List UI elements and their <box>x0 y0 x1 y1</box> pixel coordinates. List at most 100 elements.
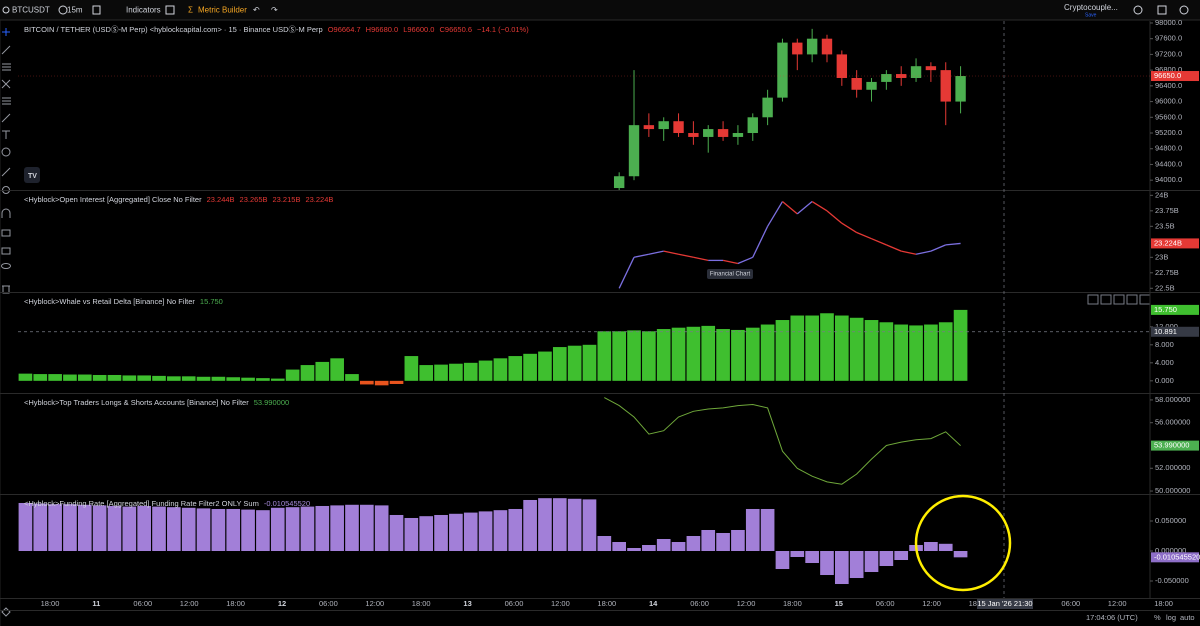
undo[interactable]: ↶ <box>253 6 260 15</box>
x-tick-label: 12:00 <box>551 599 570 608</box>
histogram-bar <box>760 508 775 552</box>
y-tick-label: 0.000 <box>1155 376 1174 385</box>
candle-body <box>940 70 951 102</box>
histogram-bar <box>449 513 463 552</box>
settings-icon[interactable] <box>1133 5 1143 15</box>
x-tick-label: 18:00 <box>41 599 60 608</box>
maximize-pane[interactable] <box>1126 294 1138 305</box>
histogram-bar <box>478 360 493 381</box>
ruler-tool[interactable] <box>1 167 11 177</box>
visibility-tool[interactable] <box>1 263 11 269</box>
line-segment <box>693 256 709 262</box>
line-segment <box>782 201 798 215</box>
sigma-icon[interactable]: Σ <box>188 6 193 15</box>
histogram-bar <box>256 378 270 381</box>
candle-body <box>910 66 922 78</box>
histogram-bar <box>211 376 226 381</box>
legend-title: <Hyblock>Open Interest [Aggregated] Clos… <box>24 195 202 204</box>
histogram-bar <box>152 506 166 552</box>
crosshair-tool[interactable] <box>2 28 10 36</box>
bar-type-icon[interactable] <box>92 5 101 15</box>
y-tick-label: 0.000000 <box>1155 546 1186 555</box>
histogram-bar <box>18 373 33 381</box>
candle-body <box>836 54 848 78</box>
candle-body <box>747 117 758 134</box>
y-tick-label: 98000.0 <box>1155 18 1182 27</box>
brush-tool[interactable] <box>1 113 11 123</box>
auto-toggle[interactable]: auto <box>1180 613 1195 622</box>
candle-body <box>821 38 833 55</box>
histogram-bar <box>256 510 270 552</box>
text-tool[interactable] <box>2 130 10 139</box>
line-segment <box>767 201 784 227</box>
histogram-bar <box>879 322 894 381</box>
percent-toggle[interactable]: % <box>1154 613 1161 622</box>
histogram-bar <box>805 551 819 564</box>
x-tick-label: 12:00 <box>365 599 384 608</box>
histogram-bar <box>419 365 434 381</box>
y-tick-label: 4.000 <box>1155 358 1174 367</box>
indicators[interactable]: Indicators <box>126 6 161 15</box>
legend-value: 23.265B <box>240 195 268 204</box>
histogram-bar <box>137 505 151 552</box>
projection-tool[interactable] <box>2 97 11 105</box>
x-tick-label: 18:00 <box>597 599 616 608</box>
magnet-tool[interactable] <box>1 208 11 218</box>
histogram-bar <box>701 325 716 381</box>
pattern-tool[interactable] <box>1 79 11 89</box>
y-tick-label: 0.050000 <box>1155 516 1186 525</box>
log-toggle[interactable]: log <box>1166 613 1176 622</box>
line-segment <box>856 231 872 240</box>
y-tick-label: 50.000000 <box>1155 486 1190 495</box>
redo[interactable]: ↷ <box>271 6 278 15</box>
save[interactable]: Save <box>1085 12 1097 18</box>
y-tick-label: 94000.0 <box>1155 175 1182 184</box>
tv-logo[interactable] <box>24 167 40 183</box>
histogram-bar <box>508 356 523 381</box>
histogram-bar <box>820 313 834 381</box>
symbol[interactable]: BTCUSDT <box>12 6 50 15</box>
last-value-label: 23.224B <box>1154 238 1182 247</box>
line-segment <box>841 222 858 234</box>
fib-tool[interactable] <box>2 63 11 71</box>
add-symbol[interactable] <box>58 5 68 15</box>
metric-builder[interactable]: Metric Builder <box>198 6 247 15</box>
candle-body <box>925 66 937 71</box>
layouts-icon[interactable] <box>165 5 175 15</box>
histogram-bar <box>582 499 597 552</box>
move-up[interactable] <box>1087 294 1099 305</box>
histogram-bar <box>122 375 137 381</box>
lock-all-tool[interactable] <box>1 247 11 255</box>
x-tick-label: 12:00 <box>737 599 756 608</box>
interval[interactable]: 15m <box>67 6 83 15</box>
y-tick-label: 22.5B <box>1155 283 1175 292</box>
y-tick-label: 94400.0 <box>1155 159 1182 168</box>
histogram-bar <box>360 504 374 552</box>
histogram-bar <box>137 375 151 381</box>
histogram-bar <box>745 508 760 552</box>
histogram-bar <box>849 317 864 381</box>
move-down[interactable] <box>1100 294 1112 305</box>
y-tick-label: 97600.0 <box>1155 34 1182 43</box>
histogram-bar <box>449 363 463 381</box>
histogram-bar <box>122 506 137 552</box>
user[interactable]: Cryptocouple... <box>1064 3 1118 12</box>
pane-legend: <Hyblock>Open Interest [Aggregated] Clos… <box>24 195 333 204</box>
camera-icon[interactable] <box>1179 5 1189 15</box>
lock-tool[interactable] <box>1 229 11 237</box>
pane-controls <box>1087 294 1151 305</box>
object-tree[interactable] <box>1 607 11 617</box>
fullscreen-icon[interactable] <box>1157 5 1167 15</box>
line-segment <box>945 242 961 246</box>
emoji-tool[interactable] <box>1 147 11 157</box>
delete-pane[interactable] <box>1113 294 1125 305</box>
y-tick-label: 24B <box>1155 190 1168 199</box>
y-tick-label: 23.5B <box>1155 221 1175 230</box>
histogram-bar <box>731 329 745 381</box>
histogram-bar <box>656 329 671 381</box>
histogram-bar <box>196 376 211 381</box>
trendline-tool[interactable] <box>1 45 11 55</box>
search-icon[interactable] <box>2 6 10 14</box>
histogram-bar <box>627 330 641 381</box>
